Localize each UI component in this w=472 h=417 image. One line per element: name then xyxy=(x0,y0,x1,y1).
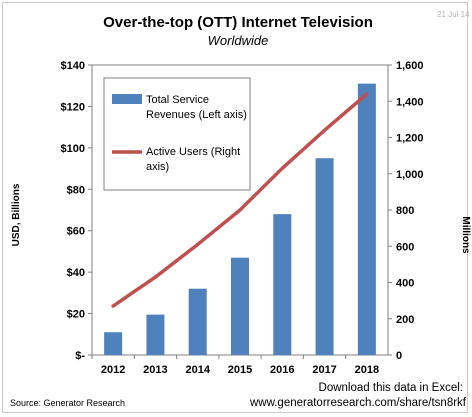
right-axis-tick-label: 1,000 xyxy=(396,169,424,181)
x-axis-tick-label: 2017 xyxy=(312,364,336,376)
bar[interactable] xyxy=(357,83,376,356)
bar[interactable] xyxy=(231,257,249,355)
chart-subtitle: Worldwide xyxy=(208,33,269,48)
left-axis-tick-label: $60 xyxy=(67,226,85,238)
right-axis-tick-label: 400 xyxy=(396,278,414,290)
right-axis-tick-label: 200 xyxy=(396,314,414,326)
left-axis-tick-label: $80 xyxy=(67,184,85,196)
right-axis-tick-label: 600 xyxy=(396,241,414,253)
left-axis-tick-label: $- xyxy=(75,350,85,362)
bar[interactable] xyxy=(315,158,334,355)
left-axis-tick-label: $120 xyxy=(61,101,85,113)
source-note: Source: Generator Research xyxy=(10,398,125,408)
bar[interactable] xyxy=(146,314,165,355)
legend-label-users: Active Users (Right xyxy=(146,146,240,158)
x-axis-tick-label: 2018 xyxy=(355,364,379,376)
x-axis-tick-label: 2016 xyxy=(270,364,294,376)
left-axis-tick-label: $140 xyxy=(61,60,85,72)
x-axis-tick-label: 2015 xyxy=(228,364,252,376)
left-axis-tick-label: $100 xyxy=(61,143,85,155)
legend-swatch-revenue xyxy=(112,94,142,104)
x-axis-tick-label: 2014 xyxy=(185,364,210,376)
legend-label-revenue: Total Service xyxy=(146,94,209,106)
chart-title: Over-the-top (OTT) Internet Television xyxy=(103,14,373,31)
x-axis-tick-label: 2012 xyxy=(101,364,125,376)
right-axis-tick-label: 1,600 xyxy=(396,60,424,72)
right-axis-tick-label: 1,200 xyxy=(396,133,424,145)
chart-frame xyxy=(2,2,468,413)
left-axis-title: USD, Billions xyxy=(11,183,22,246)
legend-label-revenue: Revenues (Left axis) xyxy=(146,109,247,121)
bar[interactable] xyxy=(104,332,123,355)
download-url[interactable]: www.generatorresearch.com/share/tsn8rkf xyxy=(249,397,467,409)
right-axis-title: Millions xyxy=(460,216,471,254)
plot-area: $- $20 $40 $60 $80 $100 $120 $140 0 200 400 600 800 1… xyxy=(61,60,424,376)
bar[interactable] xyxy=(188,288,207,355)
left-axis-tick-label: $20 xyxy=(67,309,85,321)
active-users-line[interactable] xyxy=(111,92,369,308)
left-axis-tick-label: $40 xyxy=(67,267,85,279)
x-axis-tick-label: 2013 xyxy=(143,364,167,376)
legend-label-users: axis) xyxy=(146,161,169,173)
download-line-1: Download this data in Excel: xyxy=(319,382,463,394)
right-axis-tick-label: 800 xyxy=(396,205,414,217)
date-stamp: 21 Jul 14 xyxy=(437,10,470,19)
bar[interactable] xyxy=(273,214,292,355)
right-axis-tick-label: 0 xyxy=(396,350,402,362)
right-axis-tick-label: 1,400 xyxy=(396,96,424,108)
